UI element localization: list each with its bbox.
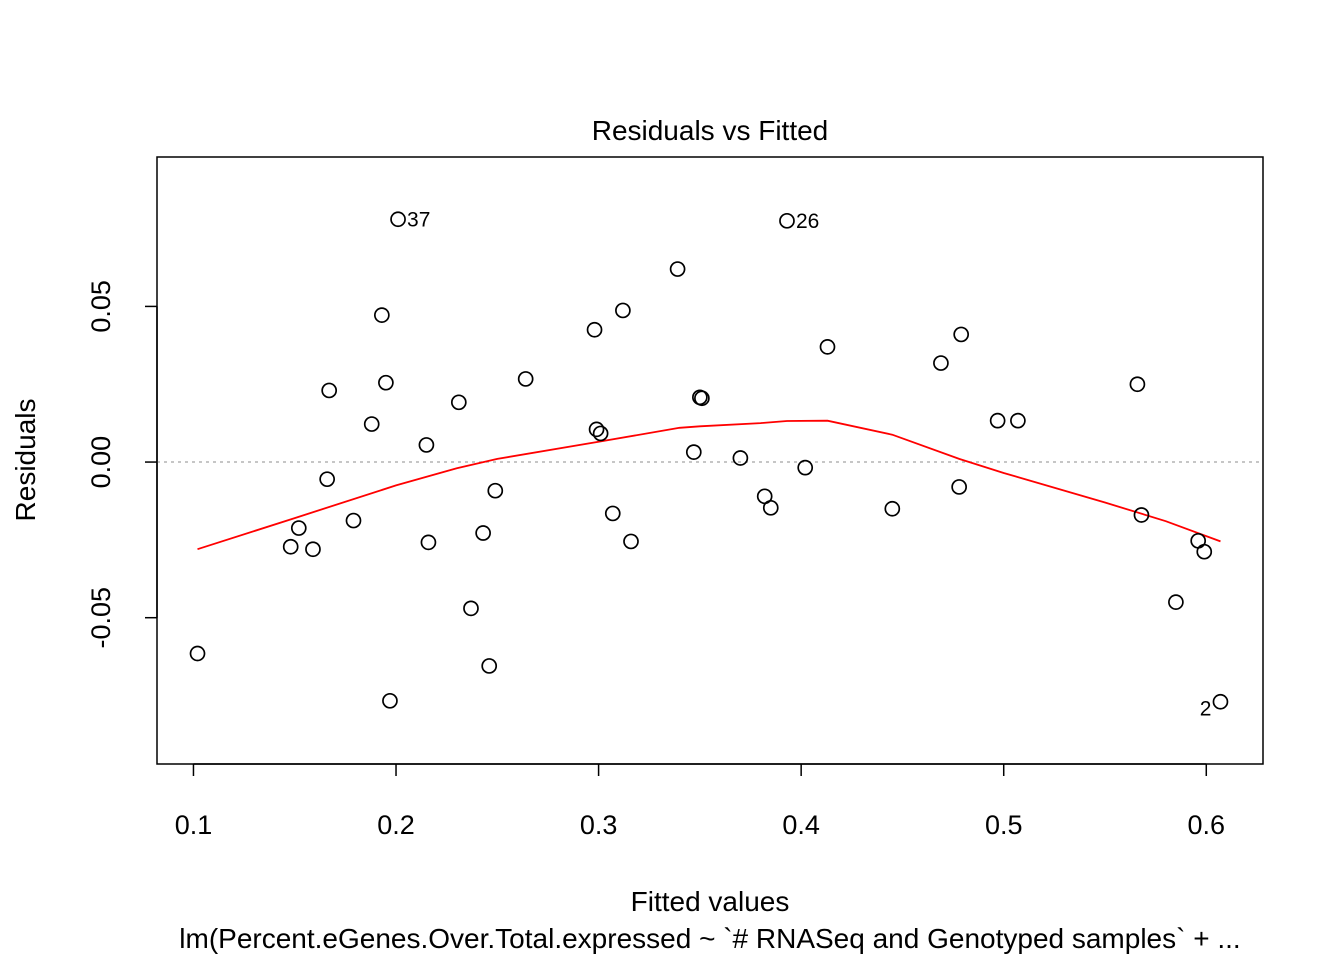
residual-point <box>378 374 394 391</box>
residual-point <box>685 444 702 460</box>
y-tick-label: 0.05 <box>86 280 116 333</box>
residual-point <box>953 326 970 343</box>
point-label: 37 <box>407 208 430 231</box>
residual-point <box>762 499 779 516</box>
residual-point <box>779 212 795 229</box>
residual-point <box>732 450 749 466</box>
residual-point <box>819 339 836 355</box>
residual-point <box>623 533 639 550</box>
residual-point <box>951 479 968 495</box>
residual-point <box>1190 532 1207 549</box>
residual-point <box>694 390 710 407</box>
residual-point <box>604 505 621 522</box>
point-label: 26 <box>796 210 819 233</box>
x-tick-label: 0.3 <box>580 810 618 840</box>
chart-title: Residuals vs Fitted <box>592 115 829 146</box>
residual-point <box>797 459 814 476</box>
residual-point <box>463 600 479 617</box>
residual-point <box>1212 693 1229 710</box>
residual-point <box>321 382 338 399</box>
residual-point <box>290 520 307 536</box>
residual-point <box>282 538 299 555</box>
x-tick-label: 0.5 <box>985 810 1023 840</box>
residual-point <box>989 412 1006 429</box>
residual-point <box>420 534 437 551</box>
residual-point <box>481 658 498 674</box>
x-axis-label: Fitted values <box>631 886 790 917</box>
residual-point <box>305 541 321 558</box>
residual-point <box>588 421 605 438</box>
residual-point <box>1196 543 1213 560</box>
residual-point <box>345 512 362 529</box>
residual-point <box>373 307 390 323</box>
residual-point <box>418 437 435 453</box>
residual-point <box>382 692 398 709</box>
smooth-line-layer <box>197 419 1221 551</box>
x-tick-label: 0.4 <box>782 810 820 840</box>
residual-point <box>390 211 406 228</box>
point-label: 2 <box>1200 698 1212 721</box>
residual-point <box>586 321 603 338</box>
x-tick-label: 0.1 <box>175 810 213 840</box>
residual-point <box>475 525 491 541</box>
residual-point <box>1010 412 1026 429</box>
residual-point <box>884 500 901 517</box>
residual-point <box>615 302 631 319</box>
residual-point <box>450 394 467 411</box>
residual-point <box>1129 376 1146 393</box>
residual-point <box>517 371 534 387</box>
smooth-line <box>197 419 1221 551</box>
residual-point <box>189 645 206 662</box>
y-axis: -0.05 0.00 0.05 <box>86 280 158 649</box>
residual-point <box>592 425 609 442</box>
x-axis: 0.1 0.2 0.3 0.4 0.5 0.6 <box>175 763 1226 840</box>
residual-point <box>1133 507 1150 523</box>
residual-point <box>933 355 949 371</box>
x-tick-label: 0.2 <box>377 810 415 840</box>
y-tick-label: -0.05 <box>86 587 116 649</box>
residual-point <box>487 482 504 499</box>
residual-point <box>319 471 336 488</box>
residual-point <box>363 416 380 432</box>
y-tick-label: 0.00 <box>86 436 116 489</box>
points-layer: 37 26 2 <box>189 208 1229 721</box>
x-tick-label: 0.6 <box>1188 810 1226 840</box>
model-formula-caption: lm(Percent.eGenes.Over.Total.expressed ~… <box>179 923 1240 954</box>
y-axis-label: Residuals <box>10 399 41 522</box>
residual-point <box>669 261 686 277</box>
plot-frame <box>156 156 1264 765</box>
residual-point <box>1168 594 1184 610</box>
